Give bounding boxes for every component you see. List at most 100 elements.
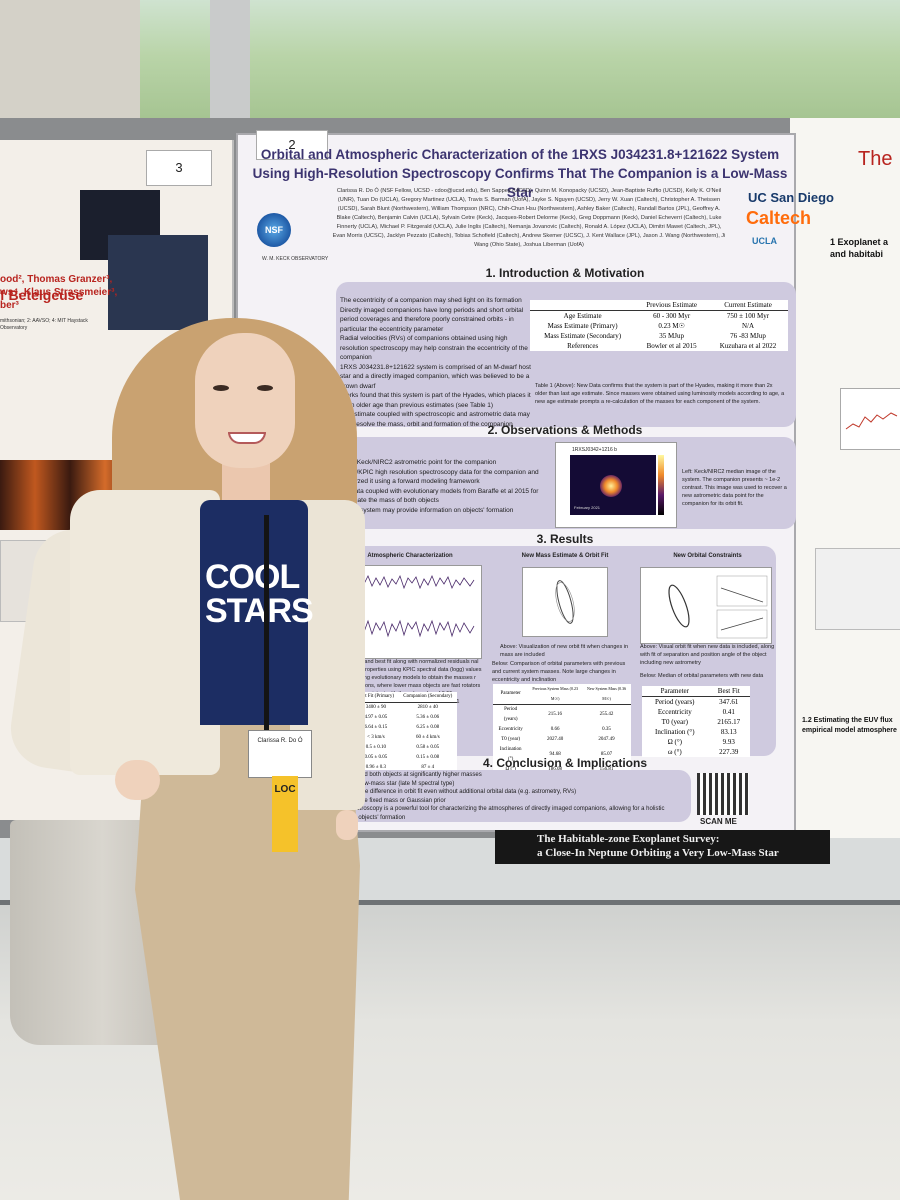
table-row: References Bowler et al 2015 Kuzuhara et… xyxy=(530,341,788,351)
spectrum-plot xyxy=(845,412,898,430)
bullet-item: pectroscopy is a powerful tool for chara… xyxy=(350,806,665,812)
panel-title-atmosphere: Atmospheric Characterization xyxy=(367,553,453,559)
table-row: ω (°) 227.39 xyxy=(642,747,750,757)
table-cell: Kuzuhara et al 2022 xyxy=(719,342,777,350)
smile xyxy=(228,432,266,444)
colorbar xyxy=(658,455,664,515)
table-row: Inclination (°) 83.13 xyxy=(642,727,750,737)
section-heading-observations: 2. Observations & Methods xyxy=(487,423,643,437)
floor-baseboard xyxy=(0,900,900,908)
bullet-item: New Keck/NIRC2 astrometric point for the… xyxy=(342,459,497,466)
table-cell: 2165.17 xyxy=(717,718,741,726)
qr-code-icon[interactable] xyxy=(697,773,749,815)
table-cell: T0 (year) xyxy=(501,737,520,742)
table-row: Ω (°) 9.93 xyxy=(642,737,750,747)
poster-authors: Clarissa R. Do Ó (NSF Fellow, UCSD - cdo… xyxy=(332,188,726,248)
table-cell: Eccentricity xyxy=(498,727,523,732)
table-cell: 186.08 xyxy=(528,765,582,775)
table-cell: 156.81 xyxy=(582,765,631,775)
ucla-logo: UCLA xyxy=(752,236,777,246)
table-row: Mass Estimate (Secondary) 35 MJup 76 -83… xyxy=(530,331,788,341)
table-row: 6.64 ± 0.15 6.25 ± 0.08 xyxy=(345,723,457,733)
section-heading-intro: 1. Introduction & Motivation xyxy=(485,266,645,280)
right-hand xyxy=(336,810,358,840)
table-cell: 2810 ± 40 xyxy=(417,705,438,710)
orbit-svg xyxy=(555,580,575,624)
left-poster-authors: ood², Thomas Granzer³, ws⁴, Klaus Strass… xyxy=(0,273,120,312)
table-cell: 347.61 xyxy=(719,698,739,706)
age-mass-table: Previous Estimate Current Estimate Age E… xyxy=(530,300,788,351)
table-cell: 83.13 xyxy=(720,728,737,736)
table-header: Parameter xyxy=(493,684,529,705)
ucsd-logo: UC San Diego xyxy=(748,190,834,205)
left-poster-affiliations: mithsonian; 2: AAVSO; 4: MIT Haystack Ob… xyxy=(0,318,88,331)
observations-bullets: New Keck/NIRC2 astrometric point for the… xyxy=(342,458,547,515)
table-row: Period (years) 347.61 xyxy=(642,697,750,708)
table-cell: 35 MJup xyxy=(659,332,684,340)
table-cell: T0 (year) xyxy=(661,718,688,726)
table-cell: 0.96 ± 0.3 xyxy=(365,765,387,770)
table-row: Period (years) 215.16 255.42 xyxy=(493,705,631,726)
table-cell: 0.5 ± 0.10 xyxy=(365,745,387,750)
left-hand xyxy=(115,760,160,800)
table-cell: < 3 km/s xyxy=(367,735,385,740)
table-header: Best Fit (Primary) xyxy=(353,692,399,703)
table-cell: 60 ± 4 km/s xyxy=(415,735,440,740)
table-cell: 750 ± 100 Myr xyxy=(726,312,770,320)
table-cell: Mass Estimate (Primary) xyxy=(547,322,618,330)
table-cell: Inclination (°) xyxy=(499,747,522,762)
left-eye xyxy=(213,385,229,391)
intro-bullets: The eccentricity of a companion may shed… xyxy=(340,296,532,429)
author-line: ber³ xyxy=(0,300,19,311)
right-poster-plot xyxy=(840,388,900,450)
bullet-item: an objects' formation xyxy=(350,814,406,821)
table-row: 4.97 ± 0.05 5.36 ± 0.06 xyxy=(345,713,457,723)
spectra-plot xyxy=(345,565,482,659)
blazer-left xyxy=(70,490,220,775)
table-header: Previous System Mass (0.23 M☉) xyxy=(528,684,583,705)
ribbon-text: LOC xyxy=(274,784,296,795)
table-cell: 4.97 ± 0.05 xyxy=(364,715,388,720)
bullet-item: Works found that this system is part of … xyxy=(340,392,531,409)
banner-line-1: The Habitable-zone Exoplanet Survey: xyxy=(537,833,720,845)
table-header: New System Mass (0.36 M☉) xyxy=(582,684,631,705)
scan-me-label: SCAN ME xyxy=(700,817,737,826)
poster-banner: The Habitable-zone Exoplanet Survey: a C… xyxy=(495,830,830,864)
section-heading-conclusion: 4. Conclusion & Implications xyxy=(482,756,648,770)
table-header xyxy=(530,300,636,311)
nirc2-image: February 2021 xyxy=(570,455,656,515)
spectra-svg xyxy=(353,574,475,638)
table-cell: 0.23 M☉ xyxy=(658,322,685,330)
table-cell: 0.66 xyxy=(550,727,560,732)
table-header: Parameter xyxy=(642,686,708,697)
left-poster-title: f Betelgeuse xyxy=(0,287,84,303)
table-cell: 0.35 xyxy=(602,727,611,732)
image-date: February 2021 xyxy=(574,505,601,510)
right-poster: The 1 Exoplanet a and habitabi 1.2 Estim… xyxy=(790,118,900,838)
table-cell: Period (years) xyxy=(503,707,518,722)
shirt-text: COOL STARS xyxy=(205,558,314,630)
background-pillar xyxy=(0,0,140,130)
right-poster-figure xyxy=(815,548,900,630)
table-header: Best Fit xyxy=(707,686,750,697)
table-row: T0 (year) 2165.17 xyxy=(642,717,750,727)
table-cell: 5.36 ± 0.06 xyxy=(416,715,440,720)
bullet-item: ssume fixed mass or Gaussian prior xyxy=(350,797,446,804)
banner-line-2: a Close-In Neptune Orbiting a Very Low-M… xyxy=(537,847,779,859)
constraints-caption-above: Above: Visual orbit fit when new data is… xyxy=(640,644,775,666)
table-row: Eccentricity 0.41 xyxy=(642,707,750,717)
lanyard xyxy=(264,515,269,745)
table-cell: 0.58 ± 0.05 xyxy=(416,745,440,750)
bullet-item: of the system may provide information on… xyxy=(342,506,514,514)
table-cell: 85.07 xyxy=(600,752,613,757)
table-cell: 215.16 xyxy=(548,712,563,717)
table-row: T0 (year) 2027.40 2047.49 xyxy=(493,735,631,745)
nsf-logo: NSF xyxy=(257,213,291,247)
orbit-caption-above: Above: Visualization of new orbit fit wh… xyxy=(500,644,629,658)
face xyxy=(195,333,295,468)
table-cell: 0.05 ± 0.05 xyxy=(364,755,388,760)
image-caption: Left: Keck/NIRC2 median image of the sys… xyxy=(682,469,787,507)
table-cell: Inclination (°) xyxy=(655,728,695,736)
constraints-svg xyxy=(668,575,768,639)
panel-title-constraints: New Orbital Constraints xyxy=(673,553,742,559)
